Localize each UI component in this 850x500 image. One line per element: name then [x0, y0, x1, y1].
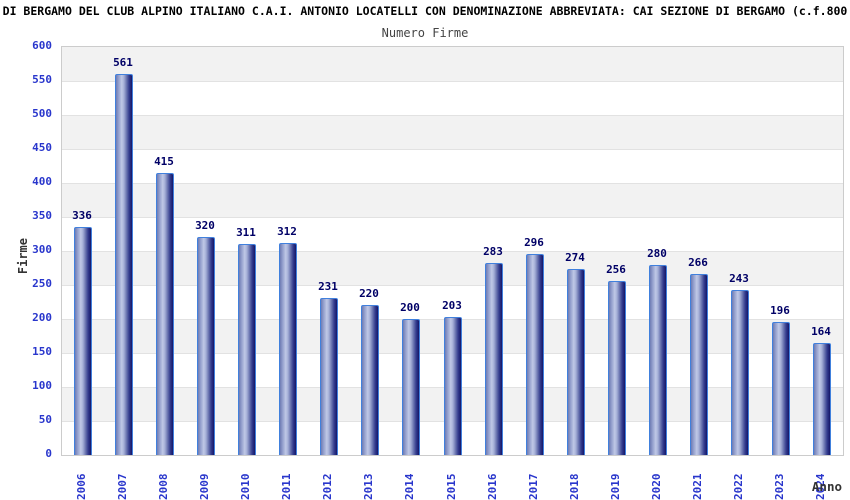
x-tick-2014: 2014 [403, 473, 416, 500]
bar-2011 [279, 243, 297, 455]
y-tick-50: 50 [38, 413, 52, 426]
x-tick-2022: 2022 [732, 473, 745, 500]
plot-band [62, 115, 843, 149]
x-tick-2007: 2007 [116, 473, 129, 500]
x-tick-2011: 2011 [280, 473, 293, 500]
bar-2022 [731, 290, 749, 455]
x-tick-2021: 2021 [691, 473, 704, 500]
chart-title: DI BERGAMO DEL CLUB ALPINO ITALIANO C.A.… [2, 4, 848, 18]
bar-2007 [115, 74, 133, 455]
value-label-2020: 280 [647, 247, 667, 260]
value-label-2015: 203 [442, 299, 462, 312]
value-label-2019: 256 [606, 263, 626, 276]
value-label-2014: 200 [400, 301, 420, 314]
bar-2010 [238, 244, 256, 455]
x-tick-2010: 2010 [239, 473, 252, 500]
value-label-2010: 311 [236, 226, 256, 239]
x-tick-2012: 2012 [321, 473, 334, 500]
y-tick-250: 250 [32, 277, 52, 290]
bar-2014 [402, 319, 420, 455]
plot-band [62, 251, 843, 285]
x-tick-2013: 2013 [362, 473, 375, 500]
plot-band [62, 149, 843, 183]
value-label-2006: 336 [72, 209, 92, 222]
value-label-2013: 220 [359, 287, 379, 300]
y-tick-450: 450 [32, 141, 52, 154]
bar-2009 [197, 237, 215, 455]
x-tick-2018: 2018 [568, 473, 581, 500]
plot-band [62, 183, 843, 217]
bar-2021 [690, 274, 708, 455]
value-label-2012: 231 [318, 280, 338, 293]
y-tick-550: 550 [32, 73, 52, 86]
value-label-2021: 266 [688, 256, 708, 269]
y-tick-150: 150 [32, 345, 52, 358]
x-axis-title: Anno [811, 479, 842, 494]
value-label-2024: 164 [811, 325, 831, 338]
bar-2013 [361, 305, 379, 455]
bar-2016 [485, 263, 503, 455]
x-tick-2017: 2017 [527, 473, 540, 500]
value-label-2023: 196 [770, 304, 790, 317]
bar-2012 [320, 298, 338, 455]
bar-2015 [444, 317, 462, 455]
value-label-2007: 561 [113, 56, 133, 69]
x-tick-2023: 2023 [773, 473, 786, 500]
plot-area [61, 46, 844, 456]
x-tick-2015: 2015 [445, 473, 458, 500]
value-label-2008: 415 [154, 155, 174, 168]
y-tick-200: 200 [32, 311, 52, 324]
y-tick-100: 100 [32, 379, 52, 392]
value-label-2011: 312 [277, 225, 297, 238]
y-axis-title: Firme [16, 238, 30, 275]
value-label-2018: 274 [565, 251, 585, 264]
bar-2006 [74, 227, 92, 455]
x-tick-2016: 2016 [486, 473, 499, 500]
y-tick-350: 350 [32, 209, 52, 222]
bar-2024 [813, 343, 831, 455]
bar-2019 [608, 281, 626, 455]
bar-2023 [772, 322, 790, 455]
bar-2020 [649, 265, 667, 455]
bar-2017 [526, 254, 544, 455]
y-tick-300: 300 [32, 243, 52, 256]
x-tick-2020: 2020 [650, 473, 663, 500]
x-tick-2009: 2009 [198, 473, 211, 500]
bar-2008 [156, 173, 174, 455]
y-tick-400: 400 [32, 175, 52, 188]
chart-subtitle: Numero Firme [381, 26, 469, 40]
bar-2018 [567, 269, 585, 455]
plot-band [62, 47, 843, 81]
plot-band [62, 81, 843, 115]
value-label-2009: 320 [195, 219, 215, 232]
value-label-2022: 243 [729, 272, 749, 285]
plot-band [62, 285, 843, 319]
x-tick-2019: 2019 [609, 473, 622, 500]
y-tick-500: 500 [32, 107, 52, 120]
x-tick-2006: 2006 [75, 473, 88, 500]
plot-band [62, 217, 843, 251]
y-tick-0: 0 [45, 447, 52, 460]
y-tick-600: 600 [32, 39, 52, 52]
x-tick-2008: 2008 [157, 473, 170, 500]
value-label-2016: 283 [483, 245, 503, 258]
value-label-2017: 296 [524, 236, 544, 249]
